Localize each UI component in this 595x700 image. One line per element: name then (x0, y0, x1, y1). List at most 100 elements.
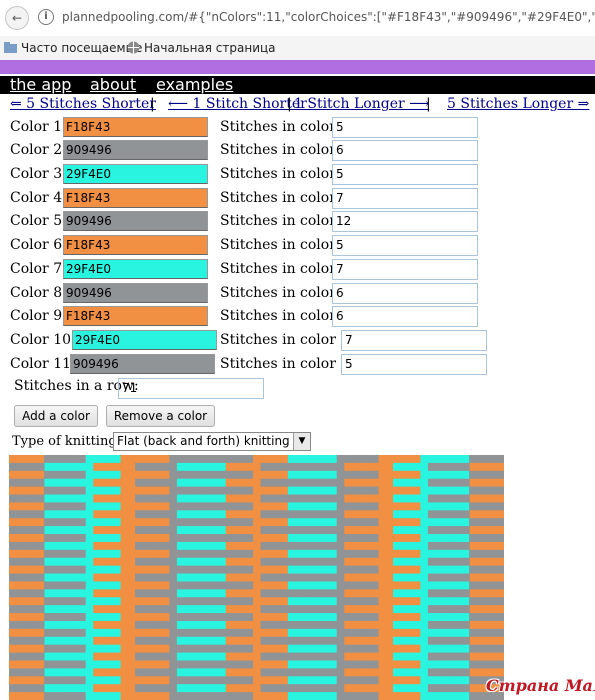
stitch-cell (85, 462, 94, 472)
bookmark-home-page[interactable]: Начальная страница (127, 41, 276, 55)
stitch-cell (427, 597, 435, 606)
stitch-cell (308, 684, 317, 693)
stitch-cell (378, 636, 387, 646)
stitch-cell (448, 486, 456, 495)
stitch-cell (50, 613, 59, 622)
stitch-cell (134, 549, 143, 559)
stitch-cell (287, 455, 296, 464)
nav-about[interactable]: about (90, 75, 137, 94)
stitch-cell (448, 534, 456, 543)
stitch-cell (71, 518, 80, 527)
color-input[interactable]: 29F4E0 (63, 259, 208, 279)
stitch-cell (9, 455, 17, 464)
stitch-cell (246, 581, 254, 590)
stitch-cell (71, 676, 80, 685)
browser-address-bar: ← i plannedpooling.com/#{"nColors":11,"c… (0, 0, 595, 37)
stitches-input[interactable]: 5 (332, 164, 478, 185)
five-stitches-shorter-link[interactable]: ⇐ 5 Stitches Shorter (10, 96, 156, 112)
stitch-cell (64, 526, 73, 535)
stitch-cell (483, 534, 491, 543)
stitches-input[interactable]: 5 (332, 117, 478, 138)
stitch-cell (287, 636, 296, 646)
stitch-cell (441, 494, 449, 503)
color-input[interactable]: 909496 (63, 283, 208, 303)
stitch-cell (364, 613, 373, 622)
stitch-cell (211, 597, 219, 606)
stitch-cell (218, 494, 226, 503)
color-input[interactable]: 29F4E0 (72, 330, 217, 350)
stitch-cell (497, 597, 504, 606)
stitch-cell (294, 478, 303, 488)
stitch-cell (239, 462, 247, 472)
stitch-cell (92, 589, 101, 598)
stitch-cell (113, 534, 122, 543)
stitch-cell (9, 549, 17, 559)
stitch-cell (294, 668, 303, 677)
bookmark-most-visited[interactable]: Часто посещаемые (4, 41, 142, 55)
color-input[interactable]: 29F4E0 (63, 164, 208, 184)
remove-color-button[interactable]: Remove a color (106, 405, 215, 427)
stitch-cell (162, 692, 170, 700)
stitch-cell (43, 526, 52, 535)
color-input[interactable]: 909496 (70, 354, 215, 374)
stitches-in-row-input[interactable]: 71 (118, 378, 264, 399)
stitch-cell (169, 573, 177, 582)
stitches-input[interactable]: 7 (332, 259, 478, 280)
stitch-cell (476, 613, 484, 622)
stitches-input[interactable]: 5 (332, 235, 478, 256)
one-stitch-longer-link[interactable]: 1 Stitch Longer ⟶ (294, 96, 430, 112)
info-icon[interactable]: i (38, 9, 54, 25)
color-input[interactable]: F18F43 (63, 235, 208, 255)
stitch-cell (113, 692, 122, 700)
add-color-button[interactable]: Add a color (14, 405, 98, 427)
stitch-cell (29, 534, 38, 543)
stitch-cell (385, 510, 394, 519)
stitches-input[interactable]: 12 (332, 211, 478, 232)
one-stitch-shorter-link[interactable]: ⟵ 1 Stitch Shorter (168, 96, 307, 112)
color-input[interactable]: 909496 (63, 211, 208, 231)
stitch-cell (364, 573, 373, 582)
stitches-input[interactable]: 7 (341, 330, 487, 351)
stitch-cell (71, 478, 80, 488)
stitch-cell (106, 518, 115, 527)
stitch-cell (371, 510, 380, 519)
color-input[interactable]: F18F43 (63, 306, 208, 326)
stitches-input[interactable]: 6 (332, 283, 478, 304)
stitch-cell (420, 478, 428, 488)
knitting-type-select[interactable]: Flat (back and forth) knitting ▼ (113, 432, 311, 451)
stitch-cell (36, 636, 45, 646)
back-arrow-icon[interactable]: ← (5, 6, 29, 30)
stitch-cell (57, 613, 66, 622)
stitch-cell (15, 541, 24, 551)
color-input[interactable]: F18F43 (63, 117, 208, 137)
stitch-cell (211, 644, 219, 653)
stitch-cell (148, 613, 157, 622)
url-field[interactable]: plannedpooling.com/#{"nColors":11,"color… (62, 10, 595, 24)
stitches-input[interactable]: 6 (332, 306, 478, 327)
stitch-cell (232, 613, 240, 622)
stitch-cell (78, 676, 87, 685)
color-input[interactable]: 909496 (63, 140, 208, 160)
stitch-cell (350, 510, 359, 519)
stitch-cell (190, 549, 198, 559)
stitches-input[interactable]: 6 (332, 140, 478, 161)
stitch-cell (92, 668, 101, 677)
stitch-cell (413, 597, 421, 606)
stitch-cell (78, 526, 87, 535)
stitch-cell (427, 518, 435, 527)
nav-examples[interactable]: examples (156, 75, 234, 94)
stitches-input[interactable]: 7 (332, 188, 478, 209)
stitch-cell (406, 581, 414, 590)
stitches-input[interactable]: 5 (341, 354, 487, 375)
stitch-cell (259, 589, 268, 598)
stitch-cell (99, 549, 108, 559)
stitch-cell (266, 613, 275, 622)
stitch-cell (350, 565, 359, 574)
nav-the-app[interactable]: the app (10, 75, 72, 94)
stitch-cell (490, 676, 498, 685)
stitch-cell (239, 486, 247, 495)
stitch-cell (57, 589, 66, 598)
five-stitches-longer-link[interactable]: 5 Stitches Longer ⇒ (447, 96, 590, 112)
stitch-cell (441, 589, 449, 598)
color-input[interactable]: F18F43 (63, 188, 208, 208)
